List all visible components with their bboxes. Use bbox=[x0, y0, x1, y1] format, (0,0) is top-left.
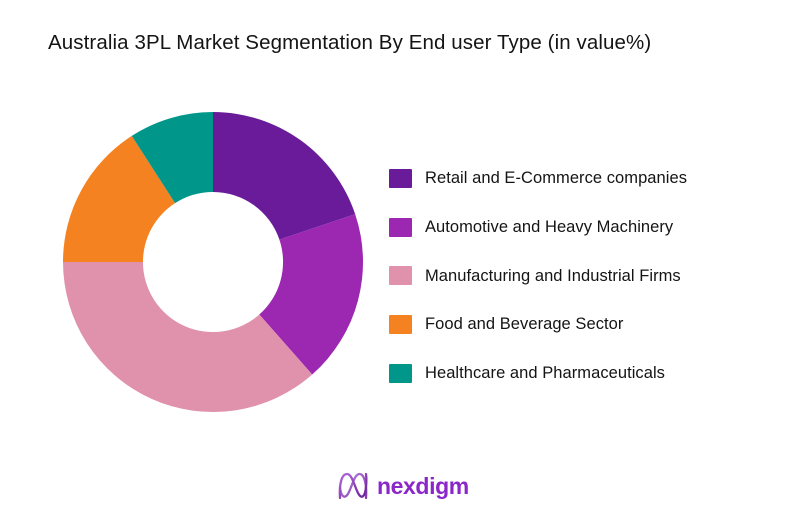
legend-swatch-icon-food-beverage bbox=[389, 314, 412, 334]
legend-item-retail-ecommerce[interactable]: Retail and E-Commerce companies bbox=[389, 154, 789, 203]
donut-slice[interactable] bbox=[259, 214, 363, 375]
legend-swatch-icon-retail-ecommerce bbox=[389, 168, 412, 188]
legend-item-manufacturing-industrial[interactable]: Manufacturing and Industrial Firms bbox=[389, 251, 789, 300]
page-title: Australia 3PL Market Segmentation By End… bbox=[48, 30, 652, 54]
legend-label-manufacturing-industrial: Manufacturing and Industrial Firms bbox=[425, 266, 681, 285]
donut-slice[interactable] bbox=[131, 112, 213, 204]
donut-slice[interactable] bbox=[63, 135, 176, 262]
legend-swatch-icon-healthcare-pharma bbox=[389, 363, 412, 383]
donut-slice-group bbox=[63, 112, 363, 412]
legend-item-healthcare-pharma[interactable]: Healthcare and Pharmaceuticals bbox=[389, 349, 789, 398]
legend-label-retail-ecommerce: Retail and E-Commerce companies bbox=[425, 169, 687, 188]
legend-item-food-beverage[interactable]: Food and Beverage Sector bbox=[389, 300, 789, 349]
legend-swatch-icon-automotive-heavy-machinery bbox=[389, 217, 412, 237]
donut-chart-svg bbox=[63, 112, 363, 412]
donut-slice[interactable] bbox=[213, 112, 356, 240]
legend-item-automotive-heavy-machinery[interactable]: Automotive and Heavy Machinery bbox=[389, 203, 789, 252]
donut-slice[interactable] bbox=[63, 262, 313, 412]
legend-label-food-beverage: Food and Beverage Sector bbox=[425, 315, 624, 334]
donut-chart-canvas bbox=[63, 112, 363, 412]
chart-legend: Retail and E-Commerce companies Automoti… bbox=[389, 154, 789, 397]
nexdigm-n-monogram-icon bbox=[338, 472, 368, 500]
legend-swatch-icon-manufacturing-industrial bbox=[389, 266, 412, 286]
donut-chart bbox=[63, 112, 363, 412]
legend-label-healthcare-pharma: Healthcare and Pharmaceuticals bbox=[425, 364, 665, 383]
brand-logo: nexdigm bbox=[336, 470, 469, 502]
legend-label-automotive-heavy-machinery: Automotive and Heavy Machinery bbox=[425, 218, 674, 237]
brand-logo-wordmark: nexdigm bbox=[377, 472, 469, 499]
